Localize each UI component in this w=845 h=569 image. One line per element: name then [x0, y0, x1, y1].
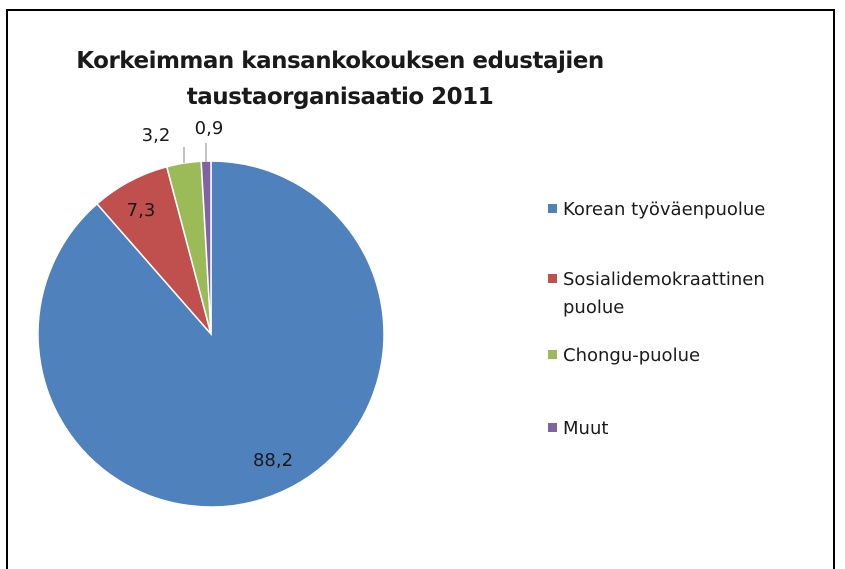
legend-swatch — [548, 204, 557, 213]
data-label-korean-tyovaenpuolue: 88,2 — [253, 450, 293, 471]
legend-swatch — [548, 350, 557, 359]
legend-swatch — [548, 423, 557, 432]
chart-title-line-1: Korkeimman kansankokouksen edustajien — [76, 48, 604, 74]
legend-label: Sosialidemokraattinen puolue — [563, 269, 765, 318]
data-label-sosialidemokraattinen-puolue: 7,3 — [127, 200, 156, 221]
legend-swatch — [548, 274, 557, 283]
legend-item-muut: Muut — [548, 415, 813, 443]
legend-item-korean-tyovaenpuolue: Korean työväenpuolue — [548, 196, 813, 224]
chart-title-line-2: taustaorganisaatio 2011 — [186, 84, 494, 110]
legend-item-sosialidemokraattinen-puolue: Sosialidemokraattinen puolue — [548, 266, 813, 322]
legend-label: Korean työväenpuolue — [563, 199, 766, 220]
legend-item-chongu-puolue: Chongu-puolue — [548, 342, 813, 370]
data-label-muut: 0,9 — [195, 118, 224, 139]
data-label-chongu-puolue: 3,2 — [142, 125, 171, 146]
legend-label: Muut — [563, 418, 609, 439]
chart-title: Korkeimman kansankokouksen edustajien ta… — [40, 43, 640, 115]
legend-label: Chongu-puolue — [563, 345, 701, 366]
